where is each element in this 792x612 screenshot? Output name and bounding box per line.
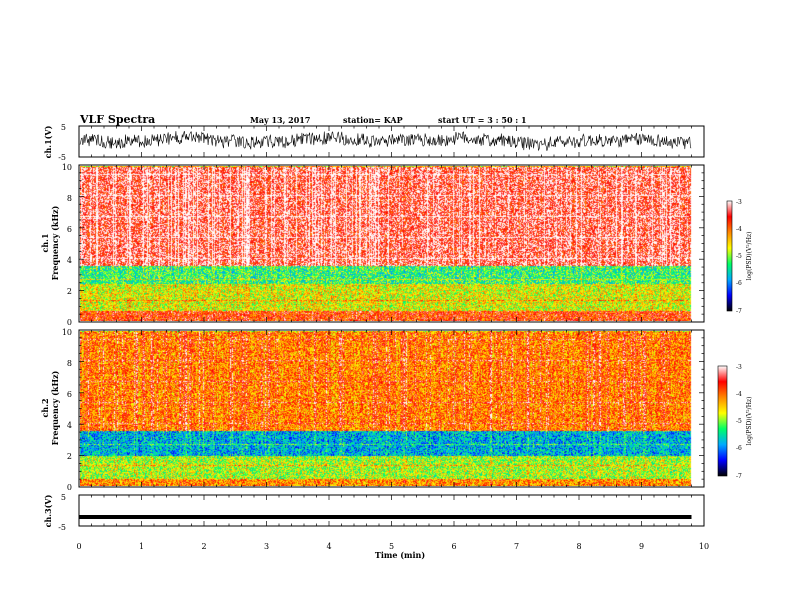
ch3-waveform-panel: 5 -5 ch.3(V) <box>43 493 705 532</box>
xtick-1: 1 <box>139 542 144 551</box>
ch2-ytick-8: 8 <box>67 359 72 368</box>
station-label: station= KAP <box>343 115 403 125</box>
xtick-3: 3 <box>264 542 269 551</box>
xtick-4: 4 <box>326 542 331 551</box>
xtick-7: 7 <box>514 542 519 551</box>
ch1-ylabel-frequency: Frequency (kHz) <box>50 205 60 280</box>
cb2-tick-m7: -7 <box>736 473 742 480</box>
ch1-spectrogram-image <box>80 166 703 321</box>
ch2-ytick-4: 4 <box>67 421 72 430</box>
figure-title: VLF Spectra <box>79 113 155 126</box>
start-time-label: start UT = 3 : 50 : 1 <box>438 115 527 125</box>
ch1-ytick-8: 8 <box>67 194 72 203</box>
ch1-ytick-10: 10 <box>62 163 72 172</box>
ch2-ytick-0: 0 <box>67 483 72 492</box>
ch1-ytick-4: 4 <box>67 256 72 265</box>
xtick-5: 5 <box>389 542 394 551</box>
ch2-ytick-6: 6 <box>67 390 72 399</box>
ch1-ylabel-channel: ch.1 <box>40 233 50 252</box>
ch2-colorbar: -3 -4 -5 -6 -7 log(PSD)(V²/Hz) <box>717 364 753 480</box>
xtick-10: 10 <box>699 542 709 551</box>
cb1-tick-m3: -3 <box>736 199 742 206</box>
ch1-waveform-line <box>79 131 692 152</box>
ch1-ytick-bottom: -5 <box>58 153 66 162</box>
ch2-ylabel-channel: ch.2 <box>40 398 50 417</box>
date-label: May 13, 2017 <box>250 115 310 125</box>
ch1-waveform-panel: 5 -5 ch.1(V) <box>43 123 705 162</box>
cb2-tick-m6: -6 <box>736 445 742 452</box>
ch1-ytick-top: 5 <box>61 123 66 132</box>
ch2-colorbar-gradient <box>717 365 728 477</box>
ch1-ytick-6: 6 <box>67 225 72 234</box>
xtick-8: 8 <box>576 542 581 551</box>
cb1-tick-m4: -4 <box>736 226 742 233</box>
axis-ticks <box>78 125 705 527</box>
ch1-colorbar: -3 -4 -5 -6 -7 log(PSD)(V²/Hz) <box>726 199 753 315</box>
cb2-tick-m4: -4 <box>736 391 742 398</box>
cb1-tick-m6: -6 <box>736 280 742 287</box>
ch3-ylabel: ch.3(V) <box>43 494 53 527</box>
ch2-ytick-10: 10 <box>62 328 72 337</box>
ch1-spectrogram-panel: 10 8 6 4 2 0 ch.1 Frequency (kHz) <box>40 163 705 327</box>
xtick-0: 0 <box>76 542 81 551</box>
cb1-label: log(PSD)(V²/Hz) <box>746 232 753 281</box>
ch2-ylabel-frequency: Frequency (kHz) <box>50 370 60 445</box>
x-axis-label: Time (min) <box>375 550 425 560</box>
ch1-ylabel: ch.1(V) <box>43 125 53 158</box>
ch3-ytick-bottom: -5 <box>58 523 66 532</box>
ch1-colorbar-gradient <box>726 200 733 312</box>
xtick-2: 2 <box>201 542 206 551</box>
ch3-waveform-line <box>79 515 692 519</box>
cb2-tick-m5: -5 <box>736 418 742 425</box>
ch2-spectrogram-panel: 10 8 6 4 2 0 ch.2 Frequency (kHz) <box>40 328 705 492</box>
cb2-label: log(PSD)(V²/Hz) <box>746 397 753 446</box>
ch1-ytick-0: 0 <box>67 318 72 327</box>
cb1-tick-m7: -7 <box>736 308 742 315</box>
xtick-6: 6 <box>451 542 456 551</box>
cb2-tick-m3: -3 <box>736 364 742 371</box>
xtick-9: 9 <box>639 542 644 551</box>
cb1-tick-m5: -5 <box>736 253 742 260</box>
ch1-ytick-2: 2 <box>67 287 72 296</box>
ch2-ytick-2: 2 <box>67 452 72 461</box>
ch2-spectrogram-image <box>80 331 703 486</box>
time-axis: 0 1 2 3 4 5 6 7 8 9 10 Time (min) <box>76 542 709 560</box>
ch3-ytick-top: 5 <box>61 493 66 502</box>
